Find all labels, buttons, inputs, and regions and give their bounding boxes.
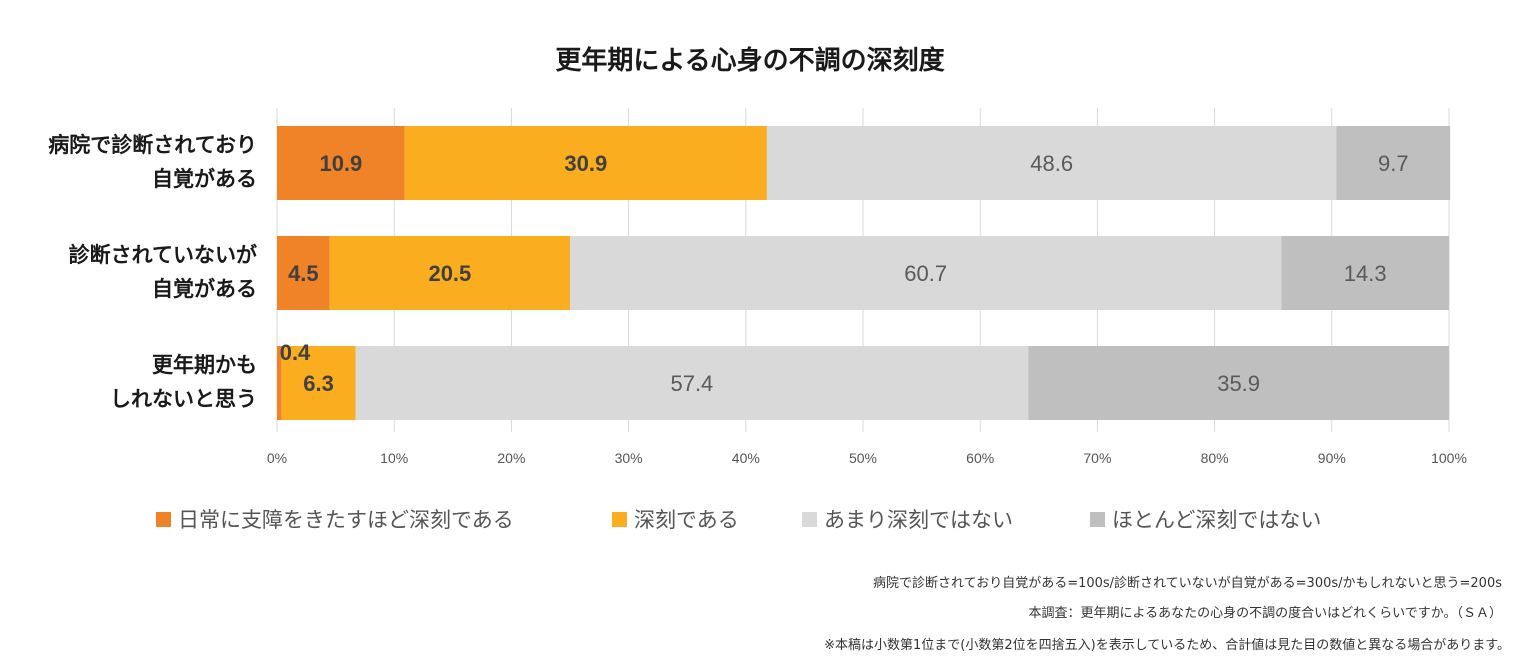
category-label-1-line1: 病院で診断されており bbox=[48, 133, 257, 157]
bar-row3-series2 bbox=[281, 346, 356, 420]
x-tick-label-50: 50% bbox=[849, 450, 877, 466]
legend-label-1: 日常に支障をきたすほど深刻である bbox=[178, 508, 514, 532]
category-labels: 病院で診断されており自覚がある診断されていないが自覚がある更年期かもしれないと思… bbox=[48, 133, 257, 411]
data-label-row1-series4: 9.7 bbox=[1378, 151, 1409, 176]
x-tick-label-30: 30% bbox=[615, 450, 643, 466]
bar-row1-series3 bbox=[766, 126, 1337, 200]
x-tick-label-10: 10% bbox=[380, 450, 408, 466]
bar-row1-series4 bbox=[1336, 126, 1451, 200]
bar-row3-series1 bbox=[277, 346, 282, 420]
legend-label-4: ほとんど深刻ではない bbox=[1112, 508, 1321, 532]
bar-row2-series3 bbox=[570, 236, 1282, 310]
bar-row3-series4 bbox=[1028, 346, 1449, 420]
x-tick-label-40: 40% bbox=[732, 450, 760, 466]
bar-row1-series2 bbox=[404, 126, 767, 200]
bar-row1-series1 bbox=[277, 126, 405, 200]
x-tick-label-0: 0% bbox=[267, 450, 287, 466]
legend: 日常に支障をきたすほど深刻である 深刻である あまり深刻ではない ほとんど深刻ではない bbox=[156, 508, 1321, 532]
x-tick-label-60: 60% bbox=[966, 450, 994, 466]
legend-swatch-2 bbox=[612, 512, 627, 527]
note-question: 本調査：更年期によるあなたの心身の不調の度合いはどれくらいですか。（ＳＡ） bbox=[1029, 605, 1502, 621]
legend-swatch-3 bbox=[802, 512, 817, 527]
note-sample-sizes: 病院で診断されており自覚がある=100s/診断されていないが自覚がある=300s… bbox=[873, 575, 1502, 591]
x-tick-label-20: 20% bbox=[497, 450, 525, 466]
bar-row2-series4 bbox=[1281, 236, 1449, 310]
footnotes: 病院で診断されており自覚がある=100s/診断されていないが自覚がある=300s… bbox=[824, 575, 1510, 653]
data-label-row1-series1: 10.9 bbox=[319, 151, 362, 176]
data-label-row2-series3: 60.7 bbox=[904, 261, 947, 286]
x-tick-label-90: 90% bbox=[1318, 450, 1346, 466]
data-label-row3-series1: 0.4 bbox=[280, 340, 311, 365]
chart-title: 更年期による心身の不調の深刻度 bbox=[555, 45, 944, 76]
data-label-row2-series2: 20.5 bbox=[428, 261, 471, 286]
x-tick-label-80: 80% bbox=[1201, 450, 1229, 466]
bars bbox=[277, 126, 1451, 420]
data-labels: 10.9 30.9 48.6 9.7 4.5 20.5 60.7 14.3 0.4 6.3 57.4… bbox=[280, 151, 1409, 396]
bar-row2-series2 bbox=[329, 236, 570, 310]
data-label-row2-series1: 4.5 bbox=[288, 261, 319, 286]
bar-row3-series3 bbox=[355, 346, 1029, 420]
category-label-2-line2: 自覚がある bbox=[152, 277, 257, 301]
data-label-row1-series2: 30.9 bbox=[564, 151, 607, 176]
data-label-row3-series2: 6.3 bbox=[303, 371, 334, 396]
x-tick-label-100: 100% bbox=[1431, 450, 1467, 466]
data-label-row1-series3: 48.6 bbox=[1030, 151, 1073, 176]
bar-row2-series1 bbox=[277, 236, 330, 310]
legend-swatch-1 bbox=[156, 512, 171, 527]
x-tick-label-70: 70% bbox=[1083, 450, 1111, 466]
legend-label-3: あまり深刻ではない bbox=[824, 508, 1013, 532]
legend-swatch-4 bbox=[1090, 512, 1105, 527]
category-label-1-line2: 自覚がある bbox=[152, 167, 257, 191]
category-label-3-line2: しれないと思う bbox=[110, 387, 257, 411]
legend-label-2: 深刻である bbox=[634, 508, 739, 532]
note-rounding: ※本稿は小数第1位まで(小数第2位を四捨五入)を表示しているため、合計値は見た目… bbox=[824, 637, 1510, 653]
category-label-3-line1: 更年期かも bbox=[152, 353, 257, 377]
category-label-2-line1: 診断されていないが bbox=[69, 243, 257, 267]
data-label-row3-series4: 35.9 bbox=[1217, 371, 1260, 396]
x-axis-ticks: 0% 10% 20% 30% 40% 50% 60% 70% 80% 90% 100% bbox=[267, 450, 1467, 466]
data-label-row2-series4: 14.3 bbox=[1344, 261, 1387, 286]
data-label-row3-series3: 57.4 bbox=[670, 371, 713, 396]
